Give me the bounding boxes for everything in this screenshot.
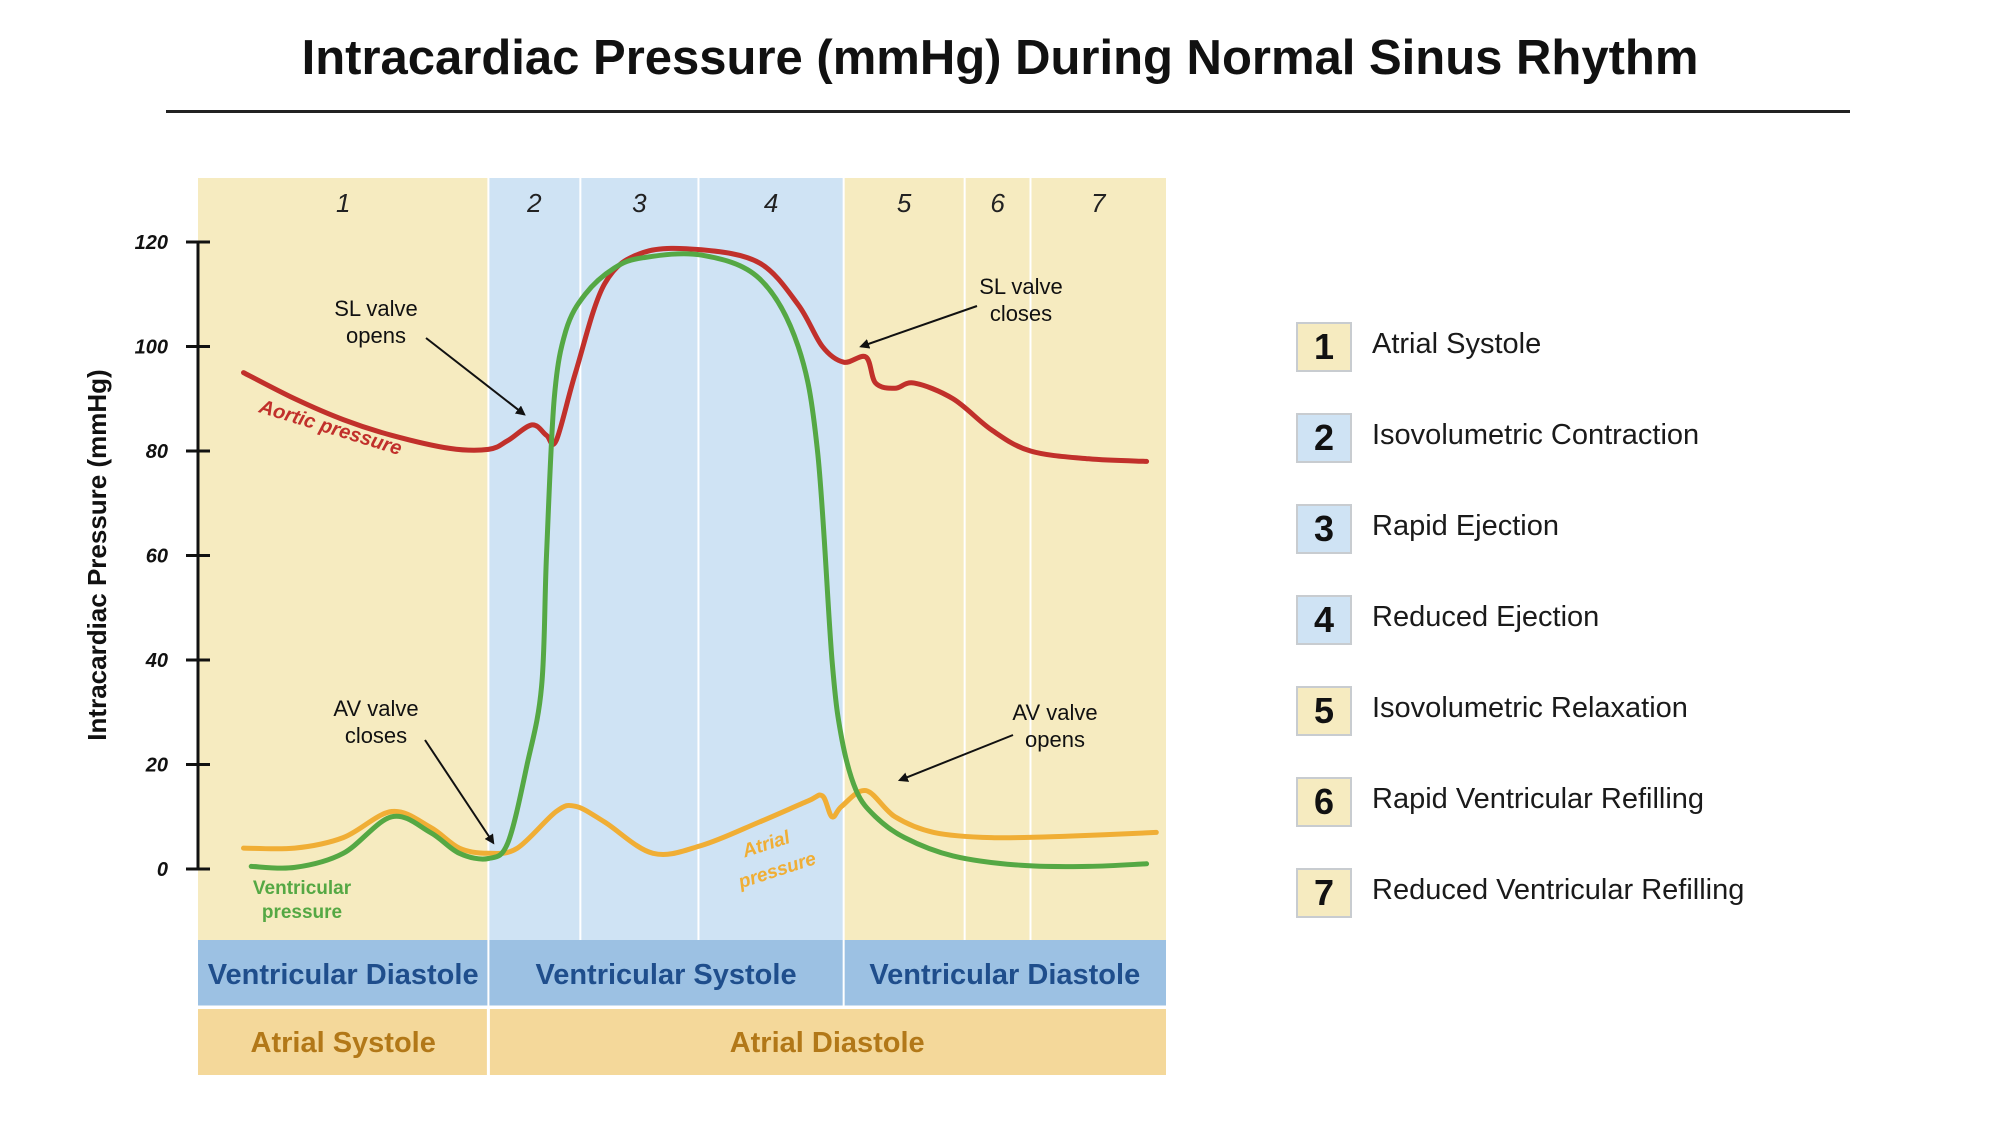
legend-number-box: 4 xyxy=(1296,595,1352,645)
phase-region-7 xyxy=(1030,178,1166,940)
phase-region-2 xyxy=(488,178,581,940)
phase-number-1: 1 xyxy=(336,188,350,218)
chart-title: Intracardiac Pressure (mmHg) During Norm… xyxy=(301,31,1699,85)
legend-item: 4 Reduced Ejection xyxy=(1296,595,1936,686)
phase-number-2: 2 xyxy=(526,188,542,218)
title-rule xyxy=(166,110,1850,113)
ventricular-band xyxy=(488,940,844,1006)
phase-region-5 xyxy=(843,178,965,940)
y-tick-label: 120 xyxy=(135,232,168,254)
phase-number-7: 7 xyxy=(1091,188,1107,218)
phase-number-3: 3 xyxy=(632,188,647,218)
annotation-arrow xyxy=(424,739,495,845)
y-tick-label: 40 xyxy=(145,650,168,672)
cycle-bands: Ventricular Diastole Ventricular Systole V… xyxy=(198,940,1166,1075)
annotation-arrow xyxy=(859,305,978,349)
atrial-band-label: Atrial Diastole xyxy=(730,1027,925,1059)
atrial-band-label: Atrial Systole xyxy=(251,1027,436,1059)
phase-region-1 xyxy=(198,178,489,940)
annotation-text: SL valve xyxy=(334,296,418,321)
annotation-text: opens xyxy=(1025,727,1085,752)
y-axis-label: Intracardiac Pressure (mmHg) xyxy=(82,369,112,740)
legend-label: Reduced Ventricular Refilling xyxy=(1372,874,1745,906)
legend-label: Isovolumetric Contraction xyxy=(1372,419,1700,451)
legend-item: 6 Rapid Ventricular Refilling xyxy=(1296,777,1936,868)
ventricular-pressure-label: pressure xyxy=(262,902,342,923)
annotation-arrow xyxy=(897,734,1014,782)
y-tick-label: 100 xyxy=(135,337,168,359)
legend-label: Isovolumetric Relaxation xyxy=(1372,692,1688,724)
legend-label: Rapid Ventricular Refilling xyxy=(1372,783,1705,815)
phase-number-6: 6 xyxy=(990,188,1005,218)
phase-region-3 xyxy=(580,178,699,940)
legend-number-box: 5 xyxy=(1296,686,1352,736)
ventricular-band-label: Ventricular Diastole xyxy=(869,959,1140,991)
annotation-text: AV valve xyxy=(333,696,418,721)
legend-item: 1 Atrial Systole xyxy=(1296,322,1936,413)
annotation-text: opens xyxy=(346,323,406,348)
legend-number-box: 6 xyxy=(1296,777,1352,827)
y-tick-label: 20 xyxy=(145,755,168,777)
phase-region-4 xyxy=(698,178,844,940)
legend-item: 3 Rapid Ejection xyxy=(1296,504,1936,595)
ventricular-pressure-line xyxy=(248,251,1150,871)
y-axis: 0 20 40 60 80 100 120 Intracardiac Pressure (mm… xyxy=(82,232,210,881)
legend-number-box: 3 xyxy=(1296,504,1352,554)
annotation-arrow xyxy=(425,337,526,416)
legend-label: Atrial Systole xyxy=(1372,328,1542,360)
atrial-band xyxy=(198,1009,489,1075)
annotation-text: SL valve xyxy=(979,274,1063,299)
series-lines xyxy=(241,245,1159,871)
phase-number-5: 5 xyxy=(897,188,912,218)
ventricular-pressure-label: Ventricular xyxy=(253,878,352,899)
y-tick-label: 0 xyxy=(157,859,168,881)
legend-label: Reduced Ejection xyxy=(1372,601,1600,633)
legend-item: 5 Isovolumetric Relaxation xyxy=(1296,686,1936,777)
y-tick-label: 80 xyxy=(146,441,168,463)
ventricular-band-label: Ventricular Diastole xyxy=(208,959,479,991)
annotation-text: closes xyxy=(345,723,407,748)
legend-number-box: 7 xyxy=(1296,868,1352,918)
atrial-band xyxy=(488,1009,1166,1075)
legend-number-box: 2 xyxy=(1296,413,1352,463)
atrial-pressure-line xyxy=(241,788,1159,857)
ventricular-band xyxy=(843,940,1166,1006)
phase-region-6 xyxy=(964,178,1031,940)
annotation-text: closes xyxy=(990,301,1052,326)
phase-backgrounds: 1 2 3 4 5 6 7 xyxy=(198,178,1166,940)
annotation-text: AV valve xyxy=(1012,700,1097,725)
phase-legend: 1 Atrial Systole 2 Isovolumetric Contractio… xyxy=(1296,322,1936,959)
legend-item: 2 Isovolumetric Contraction xyxy=(1296,413,1936,504)
legend-item: 7 Reduced Ventricular Refilling xyxy=(1296,868,1936,959)
ventricular-band xyxy=(198,940,489,1006)
ventricular-band-label: Ventricular Systole xyxy=(535,959,796,991)
phase-number-4: 4 xyxy=(764,188,778,218)
aortic-pressure-line xyxy=(241,245,1150,464)
legend-number-box: 1 xyxy=(1296,322,1352,372)
y-tick-label: 60 xyxy=(146,546,168,568)
legend-label: Rapid Ejection xyxy=(1372,510,1559,542)
